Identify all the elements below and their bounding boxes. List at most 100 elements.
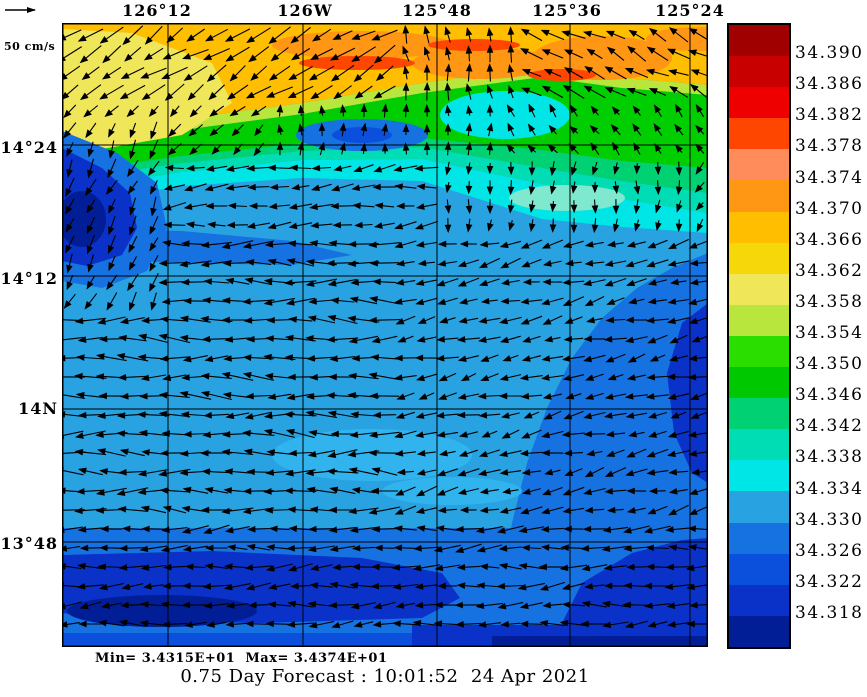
current-vector-arrowhead [244, 564, 254, 571]
current-vector-arrowhead [688, 49, 697, 56]
current-vector-arrowhead [562, 84, 572, 93]
current-vector-arrowhead [655, 222, 662, 232]
current-vector-arrowhead [459, 240, 469, 248]
current-vector-arrowhead [333, 91, 342, 100]
current-vector-arrowhead [339, 104, 347, 113]
current-vector-arrowhead [181, 527, 191, 534]
current-vector-arrowhead [254, 127, 262, 137]
current-vector-arrowhead [624, 621, 634, 629]
current-vector-arrowhead [108, 128, 115, 138]
current-vector-arrowhead [626, 87, 636, 95]
current-vector-arrowhead [499, 317, 509, 325]
current-vector-arrowhead [309, 506, 319, 513]
current-vector-arrowhead [276, 104, 284, 113]
current-vector-arrowhead [527, 144, 536, 153]
patch-lighter-sky [272, 429, 472, 481]
current-vector-arrowhead [161, 298, 171, 305]
current-vector-arrowhead [583, 355, 593, 363]
current-vector-arrowhead [625, 336, 635, 344]
current-vector-arrowhead [86, 245, 94, 255]
current-vector-arrowhead [84, 300, 93, 310]
current-vector-arrowhead [263, 299, 273, 306]
current-vector-arrowhead [601, 600, 611, 608]
current-vector-arrowhead [507, 44, 515, 53]
current-vector-arrowhead [99, 544, 108, 552]
current-vector-arrowhead [562, 507, 572, 514]
current-vector-arrowhead [695, 166, 703, 175]
current-vector-arrowhead [181, 374, 190, 381]
current-vector-arrowhead [402, 82, 410, 91]
current-vector-arrowhead [349, 526, 359, 534]
current-vector-arrowhead [81, 72, 91, 81]
current-vector-arrowhead [126, 109, 135, 118]
current-vector-arrowhead [222, 259, 232, 267]
current-vector-arrowhead [643, 582, 653, 590]
current-vector-arrowhead [203, 527, 213, 534]
current-vector-arrowhead [163, 184, 173, 191]
current-vector-arrowhead [402, 142, 410, 151]
current-vector-arrowhead [603, 582, 613, 590]
current-vector-arrowhead [457, 355, 467, 363]
current-vector-arrowhead [395, 412, 405, 419]
current-vector-arrowhead [225, 165, 235, 172]
current-vector-arrowhead [392, 620, 401, 627]
colorbar-segment [729, 522, 789, 554]
patch-mint [509, 185, 625, 211]
current-vector-arrowhead [85, 129, 93, 139]
current-vector-arrowhead [465, 122, 473, 132]
current-vector-arrowhead [675, 167, 683, 176]
current-vector-arrowhead [402, 45, 409, 55]
current-vector-arrowhead [583, 85, 593, 93]
current-vector-arrowhead [306, 486, 316, 494]
current-vector-arrowhead [626, 279, 636, 287]
current-vector-arrowhead [478, 336, 487, 343]
current-vector-arrowhead [528, 103, 536, 113]
current-vector-arrowhead [584, 393, 594, 400]
current-vector-arrowhead [606, 46, 616, 55]
current-vector-arrowhead [604, 66, 614, 74]
current-vector-arrowhead [676, 203, 683, 213]
current-vector-arrowhead [169, 108, 178, 118]
current-vector-arrowhead [116, 412, 126, 419]
current-vector-arrowhead [150, 301, 157, 311]
current-vector-arrowhead [521, 468, 531, 476]
current-vector-arrowhead [478, 469, 487, 477]
current-vector-arrowhead [158, 391, 168, 399]
current-vector-arrowhead [285, 299, 295, 306]
current-vector-arrowhead [648, 487, 658, 495]
current-vector-arrowhead [200, 372, 210, 380]
current-vector-arrowhead [496, 582, 506, 590]
current-vector-arrowhead [222, 391, 232, 399]
current-vector-arrowhead [633, 185, 641, 195]
current-vector-arrowhead [65, 188, 72, 198]
current-vector-arrowhead [423, 141, 431, 151]
current-vector-arrowhead [245, 91, 255, 99]
current-vector-arrowhead [179, 334, 189, 342]
current-vector-arrowhead [77, 336, 87, 343]
current-vector-arrowhead [623, 545, 632, 552]
current-vector-arrowhead [585, 374, 595, 381]
current-vector-arrowhead [423, 25, 430, 35]
current-vector-arrowhead [161, 72, 171, 80]
current-vector-arrowhead [162, 53, 172, 60]
current-vector-arrowhead [277, 123, 284, 133]
current-vector-arrowhead [149, 262, 157, 272]
current-vector-arrowhead [160, 449, 169, 457]
current-vector-arrowhead [539, 584, 549, 591]
current-vector-arrowhead [583, 488, 593, 496]
current-vector-arrowhead [628, 297, 638, 305]
current-vector-arrowhead [307, 601, 317, 608]
current-vector-arrowhead [63, 129, 72, 139]
current-vector-arrowhead [423, 82, 431, 91]
current-vector-arrowhead [625, 260, 635, 268]
current-vector-arrowhead [486, 44, 494, 53]
current-vector-arrowhead [149, 185, 157, 195]
current-vector-arrowhead [688, 508, 698, 516]
current-vector-arrowhead [606, 298, 616, 305]
current-vector-arrowhead [349, 296, 359, 304]
current-vector-arrowhead [266, 544, 275, 551]
current-vector-arrowhead [74, 432, 84, 439]
current-vector-arrowhead [549, 203, 557, 213]
current-vector-arrowhead [395, 318, 405, 325]
current-vector-arrowhead [348, 337, 358, 344]
